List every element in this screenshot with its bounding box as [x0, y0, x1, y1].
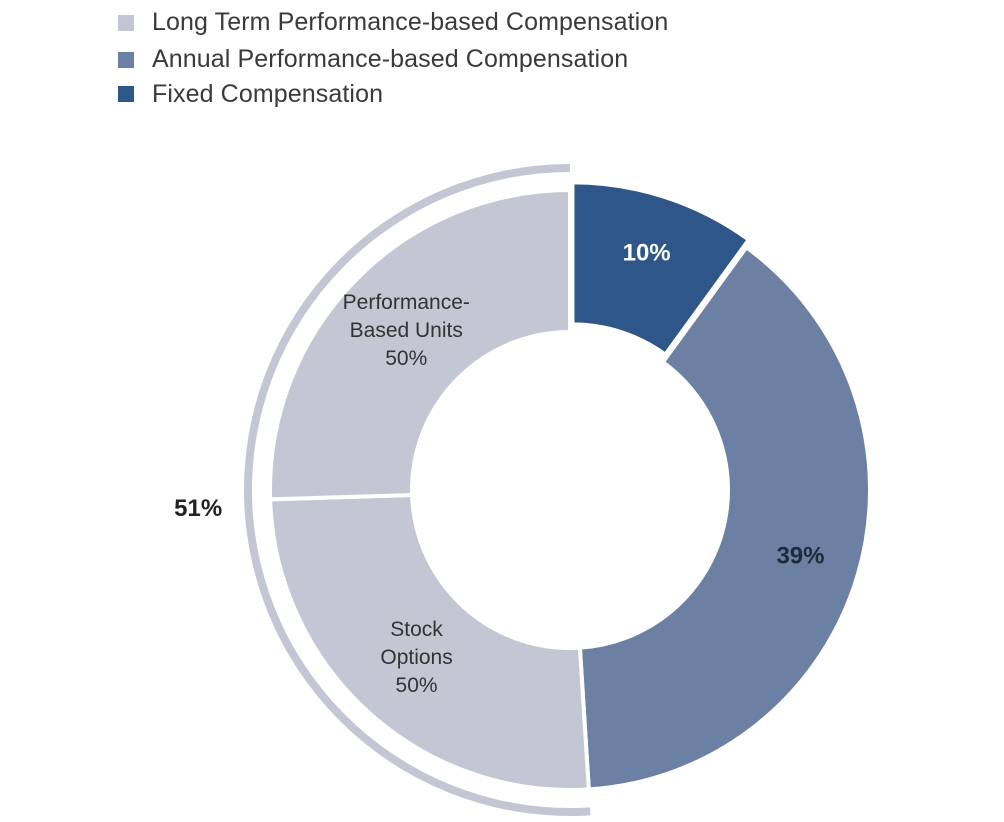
chart-legend: Long Term Performance-based Compensation… [118, 4, 668, 110]
legend-item-annual: Annual Performance-based Compensation [118, 41, 668, 78]
slice-label-stock-options-line-1: Options [380, 646, 452, 669]
slice-label-fixed-compensation: 10% [623, 239, 671, 266]
donut-slice-fixed-compensation [570, 180, 752, 358]
legend-label-annual: Annual Performance-based Compensation [152, 45, 629, 73]
legend-swatch-fixed [118, 86, 134, 102]
donut-slice-annual-performance-based-compensation [577, 244, 872, 792]
slice-label-stock-options-line-0: Stock [390, 618, 443, 641]
slice-label-performance-based-units-line-1: Based Units [350, 319, 463, 342]
legend-swatch-long-term [118, 14, 134, 31]
slice-label-stock-options-line-2: 50% [396, 674, 438, 697]
donut-slice-stock-options [268, 492, 591, 792]
legend-item-fixed: Fixed Compensation [118, 78, 668, 110]
donut-slice-group-annual-performance-based-compensation [577, 244, 872, 792]
legend-label-fixed: Fixed Compensation [152, 79, 384, 108]
donut-slice-group-fixed-compensation [570, 180, 752, 358]
legend-swatch-annual [118, 51, 134, 68]
slice-label-long-term-performance-based-compensation: 51% [174, 495, 222, 522]
legend-label-long-term: Long Term Performance-based Compensation [152, 8, 669, 36]
slice-label-annual-performance-based-compensation: 39% [776, 542, 824, 569]
donut-slice-performance-based-units [268, 187, 572, 502]
legend-item-long-term: Long Term Performance-based Compensation [118, 4, 668, 41]
slice-label-performance-based-units-line-2: 50% [385, 347, 427, 370]
slice-label-performance-based-units-line-0: Performance- [343, 291, 470, 314]
